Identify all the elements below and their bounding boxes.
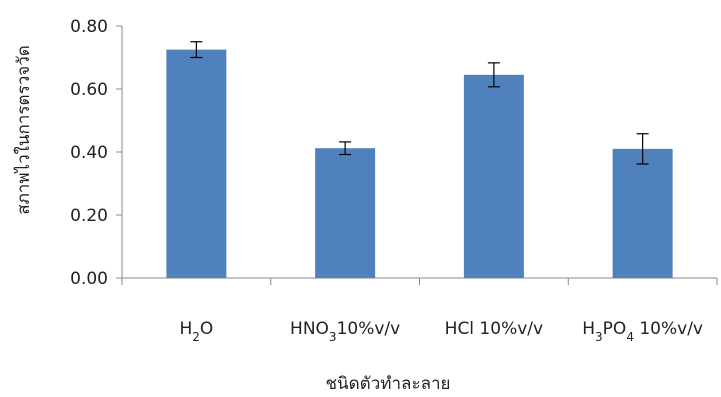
y-tick-label: 0.60 [70, 80, 108, 100]
x-tick-label: H2O [179, 319, 213, 344]
x-tick-label: H3PO4 10%v/v [582, 319, 703, 344]
error-bar [636, 133, 649, 165]
bar [166, 49, 227, 278]
x-axis-title: ชนิดตัวทำละลาย [325, 374, 450, 394]
error-bar [190, 41, 203, 59]
y-tick-label: 0.00 [70, 269, 108, 289]
error-bar [487, 62, 500, 88]
y-tick-label: 0.20 [70, 206, 108, 226]
x-tick-labels: H2O HNO310%v/v HCl 10%v/v H3PO4 10%v/v [179, 319, 703, 344]
y-axis: 0.00 0.20 0.40 0.60 0.80 [70, 17, 123, 289]
bar [463, 74, 524, 278]
y-axis-title: สภาพไวในการตรวจวัด [13, 45, 34, 215]
x-tick-label: HCl 10%v/v [445, 319, 543, 339]
y-tick-label: 0.80 [70, 17, 108, 37]
bar [612, 148, 673, 278]
x-axis [121, 277, 718, 285]
bar [315, 148, 376, 278]
error-bars [190, 41, 649, 165]
y-tick-label: 0.40 [70, 143, 108, 163]
bars [166, 49, 673, 278]
x-tick-label: HNO310%v/v [290, 319, 400, 344]
error-bar [339, 141, 352, 156]
